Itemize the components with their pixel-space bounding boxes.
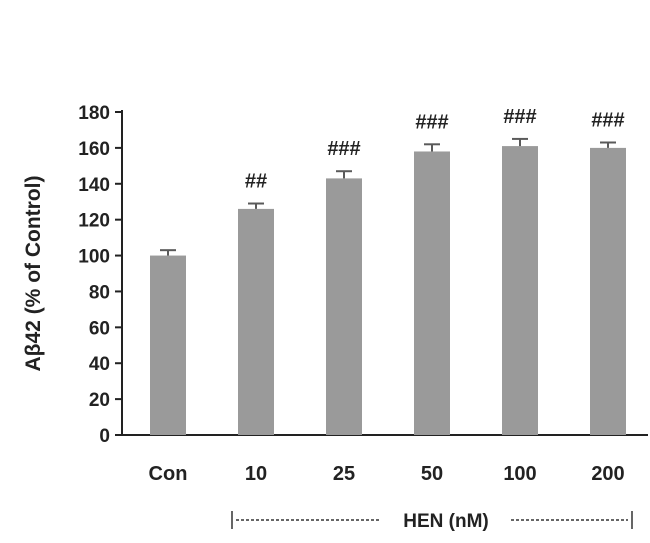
- x-category-label: 25: [333, 463, 355, 485]
- bar: [414, 151, 450, 435]
- group-label: HEN (nM): [403, 511, 488, 532]
- y-tick-label: 180: [78, 103, 110, 124]
- bar: [590, 147, 626, 435]
- x-category-label: 50: [421, 463, 443, 485]
- significance-mark: ##: [245, 171, 267, 193]
- bar: [238, 208, 274, 435]
- significance-mark: ###: [503, 106, 536, 128]
- bar: [150, 255, 186, 435]
- y-tick-label: 20: [89, 390, 110, 411]
- y-tick-label: 120: [78, 211, 110, 232]
- plot-area: 0 20 40 60 80 100 120 140 160 180 Aβ42 (% of Contr…: [22, 103, 648, 532]
- significance-mark: ###: [591, 110, 624, 132]
- significance-mark: ###: [327, 138, 360, 160]
- x-category-label: 10: [245, 463, 267, 485]
- y-axis-title: Aβ42 (% of Control): [22, 176, 45, 372]
- bar: [502, 146, 538, 435]
- y-tick-label: 80: [89, 282, 110, 303]
- y-tick-label: 40: [89, 354, 110, 375]
- x-category-label: 100: [503, 463, 536, 485]
- y-tick-label: 160: [78, 139, 110, 160]
- significance-mark: ###: [415, 111, 448, 133]
- bar: [326, 178, 362, 435]
- y-tick-label: 0: [99, 426, 110, 447]
- y-tick-label: 140: [78, 175, 110, 196]
- x-category-label: 200: [591, 463, 624, 485]
- x-category-label: Con: [149, 463, 188, 485]
- y-tick-label: 100: [78, 247, 110, 268]
- y-tick-label: 60: [89, 318, 110, 339]
